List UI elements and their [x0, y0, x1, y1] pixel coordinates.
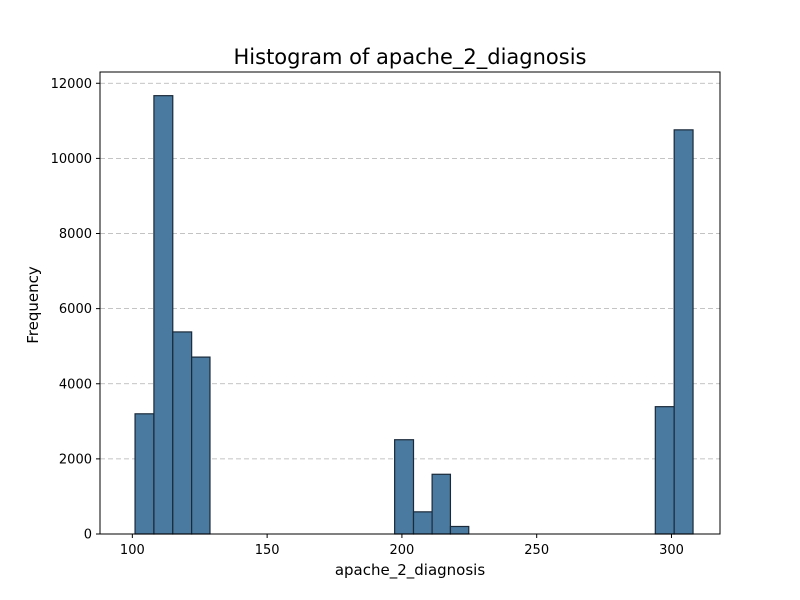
plot-frame — [99, 71, 721, 535]
x-tick-label: 150 — [255, 543, 280, 558]
y-tick-label: 8000 — [59, 227, 92, 242]
histogram-bar — [654, 406, 675, 535]
histogram-bar — [134, 413, 155, 535]
y-tick-label: 12000 — [51, 77, 92, 92]
x-tick-label: 300 — [659, 543, 684, 558]
histogram-bar — [172, 331, 193, 535]
y-tick-label: 4000 — [59, 377, 92, 392]
x-tick-label: 100 — [120, 543, 145, 558]
histogram-bar — [412, 511, 433, 535]
histogram-bar — [191, 356, 211, 535]
y-tick-label: 10000 — [51, 152, 92, 167]
y-tick-label: 6000 — [59, 302, 92, 317]
y-tick-label: 0 — [84, 528, 92, 543]
y-axis-label: Frequency — [24, 266, 42, 344]
histogram-bar — [449, 525, 470, 535]
x-tick-label: 200 — [389, 543, 414, 558]
x-tick-label: 250 — [524, 543, 549, 558]
histogram-bar — [431, 473, 452, 535]
histogram-bar — [394, 439, 415, 535]
y-tick-label: 2000 — [59, 452, 92, 467]
y-axis-ticks: 0 2000 4000 6000 8000 10000 12000 — [51, 77, 100, 543]
bars-group — [134, 95, 694, 535]
histogram-bar — [673, 129, 694, 535]
chart-title: Histogram of apache_2_diagnosis — [234, 45, 587, 70]
x-axis-ticks: 100 150 200 250 300 — [120, 534, 684, 558]
x-axis-label: apache_2_diagnosis — [335, 561, 486, 580]
histogram-bar — [153, 95, 174, 535]
